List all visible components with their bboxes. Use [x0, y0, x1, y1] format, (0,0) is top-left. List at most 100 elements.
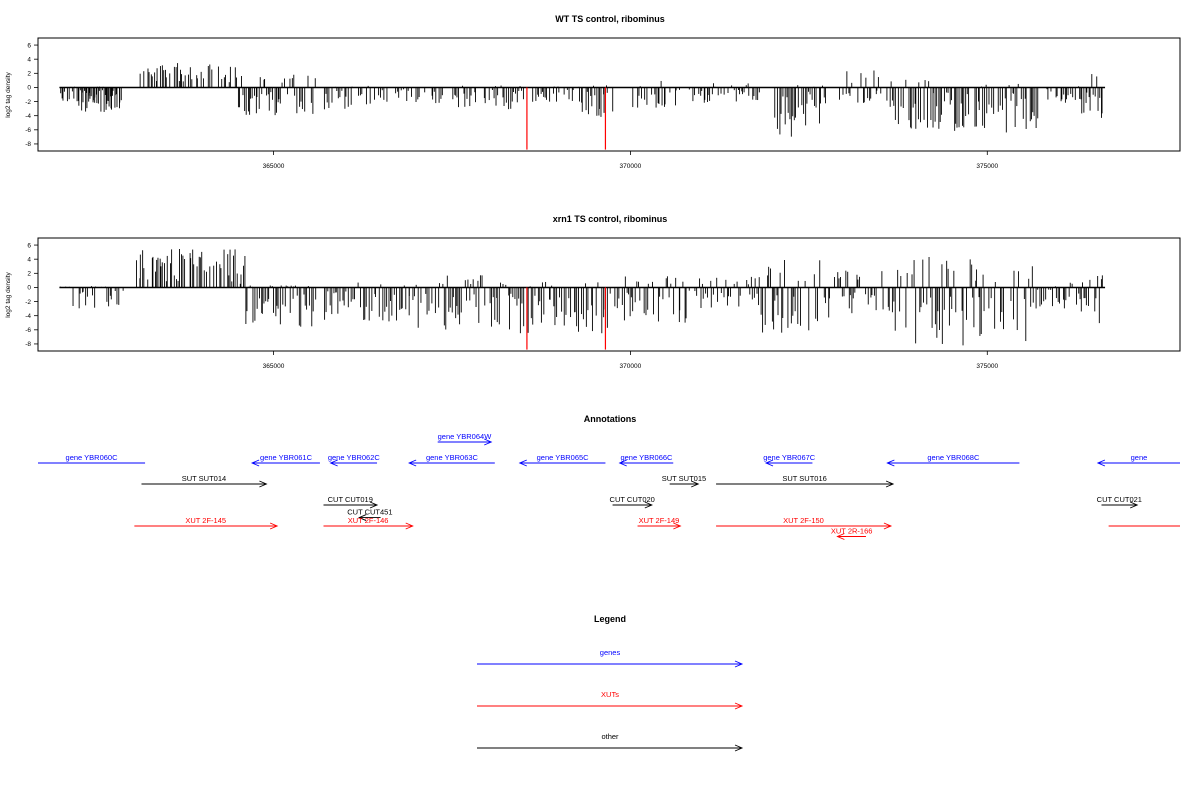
y-tick-label: 4	[27, 256, 31, 263]
legend-items: genes XUTs other	[477, 648, 744, 752]
x-tick-label: 365000	[263, 363, 285, 370]
annotation-feature: CUT CUT019	[323, 495, 379, 509]
annotation-feature: SUT SUT014	[141, 474, 268, 488]
y-axis-label: log2 tag density	[5, 271, 12, 317]
x-tick-label: 370000	[620, 163, 642, 170]
legend-title: Legend	[594, 614, 626, 624]
feature-label: CUT CUT021	[1097, 495, 1142, 504]
annotation-feature: gene YBR064W	[438, 432, 493, 446]
axes: 6 4 2 0 -2 -4 -6 -8 365000 370000 375000	[25, 42, 998, 170]
arrowhead	[1096, 459, 1106, 467]
arrowhead	[885, 480, 895, 488]
legend-item: XUTs	[477, 690, 744, 710]
annotation-feature: gene YBR065C	[518, 453, 606, 467]
plot-frame	[37, 37, 1181, 152]
x-tick-label: 370000	[620, 363, 642, 370]
arrowhead	[734, 660, 744, 668]
arrowhead	[644, 501, 653, 509]
feature-label: XUT 2F-150	[783, 516, 824, 525]
feature-label: gene YBR063C	[426, 453, 479, 462]
legend-item: other	[477, 732, 744, 752]
annotation-feature: CUT CUT451	[347, 508, 393, 522]
feature-label: gene YBR066C	[620, 453, 673, 462]
arrowhead	[734, 744, 744, 752]
legend-item: genes	[477, 648, 744, 668]
feature-label: gene YBR068C	[927, 453, 980, 462]
feature-label: XUT 2R-166	[831, 527, 873, 536]
annotation-feature: gene YBR061C	[250, 453, 320, 467]
arrowhead	[518, 459, 527, 467]
arrowhead	[358, 514, 367, 522]
annotation-feature: XUT 2F-150	[716, 516, 893, 530]
y-tick-label: 2	[27, 271, 31, 278]
y-tick-label: 6	[27, 242, 31, 249]
y-tick-label: -2	[25, 99, 31, 106]
plot-frame	[37, 237, 1181, 352]
annotation-feature: SUT SUT015	[662, 474, 706, 488]
feature-label: CUT CUT019	[328, 495, 373, 504]
y-tick-label: -6	[25, 127, 31, 134]
data-marks	[59, 63, 1106, 150]
feature-label: SUT SUT015	[662, 474, 706, 483]
feature-label: gene YBR064W	[438, 432, 493, 441]
y-tick-label: 0	[27, 285, 31, 292]
arrowhead	[886, 459, 895, 467]
y-axis-label: log2 tag density	[5, 71, 12, 117]
legend-label: XUTs	[601, 690, 619, 699]
arrowhead	[764, 459, 774, 467]
panel-xrn1: xrn1 TS control, ribominus log2 tag dens…	[5, 214, 1181, 370]
annotation-feature: gene YBR062C	[328, 453, 380, 467]
annotation-feature: XUT 2F-146	[323, 516, 414, 530]
annotation-feature: gene YBR060C	[38, 453, 146, 464]
annotation-feature: gene	[1096, 453, 1180, 467]
feature-label: SUT SUT016	[782, 474, 826, 483]
y-tick-label: 4	[27, 56, 31, 63]
arrowhead	[405, 522, 414, 530]
feature-track: gene YBR060C gene YBR061C gene YBR062C gene…	[38, 432, 1180, 540]
y-tick-label: 0	[27, 85, 31, 92]
legend-panel: Legend genes XUTs other	[477, 614, 744, 752]
feature-label: gene YBR060C	[66, 453, 119, 462]
feature-label: XUT 2F-149	[639, 516, 680, 525]
arrowhead	[269, 522, 279, 530]
arrowhead	[734, 702, 744, 710]
feature-label: gene	[1131, 453, 1148, 462]
x-tick-label: 375000	[976, 363, 998, 370]
feature-label: CUT CUT020	[610, 495, 655, 504]
annotation-feature: gene YBR066C	[618, 453, 674, 467]
annotation-feature: CUT CUT021	[1097, 495, 1142, 509]
axes: 6 4 2 0 -2 -4 -6 -8 365000 370000 375000	[25, 242, 998, 370]
feature-label: XUT 2F-146	[348, 516, 389, 525]
annotation-feature: XUT 2F-145	[134, 516, 279, 530]
feature-label: gene YBR065C	[537, 453, 590, 462]
annotations-panel: Annotations gene YBR060C gene YBR061C gene…	[38, 414, 1180, 540]
feature-label: CUT CUT451	[347, 508, 392, 517]
feature-label: gene YBR067C	[763, 453, 816, 462]
arrowhead	[673, 522, 682, 530]
legend-label: genes	[600, 648, 621, 657]
annotation-feature: SUT SUT016	[716, 474, 895, 488]
arrowhead	[259, 480, 268, 488]
y-tick-label: -6	[25, 327, 31, 334]
arrowhead	[369, 501, 379, 509]
legend-label: other	[601, 732, 619, 741]
y-tick-label: 6	[27, 42, 31, 49]
arrowhead	[484, 438, 493, 446]
arrowhead	[250, 459, 260, 467]
data-marks	[59, 248, 1106, 350]
arrowhead	[1130, 501, 1139, 509]
annotation-feature: gene YBR067C	[763, 453, 816, 467]
feature-label: XUT 2F-145	[185, 516, 226, 525]
y-tick-label: -4	[25, 113, 31, 120]
panel-wt: WT TS control, ribominus log2 tag densit…	[5, 14, 1181, 170]
annotation-feature: CUT CUT020	[610, 495, 655, 509]
annotation-feature: gene YBR068C	[886, 453, 1020, 467]
feature-label: gene YBR061C	[260, 453, 313, 462]
y-tick-label: 2	[27, 71, 31, 78]
annotations-title: Annotations	[584, 414, 637, 424]
annotation-feature: gene YBR063C	[408, 453, 495, 467]
y-tick-label: -2	[25, 299, 31, 306]
arrowhead	[329, 459, 338, 467]
arrowhead	[618, 459, 627, 467]
